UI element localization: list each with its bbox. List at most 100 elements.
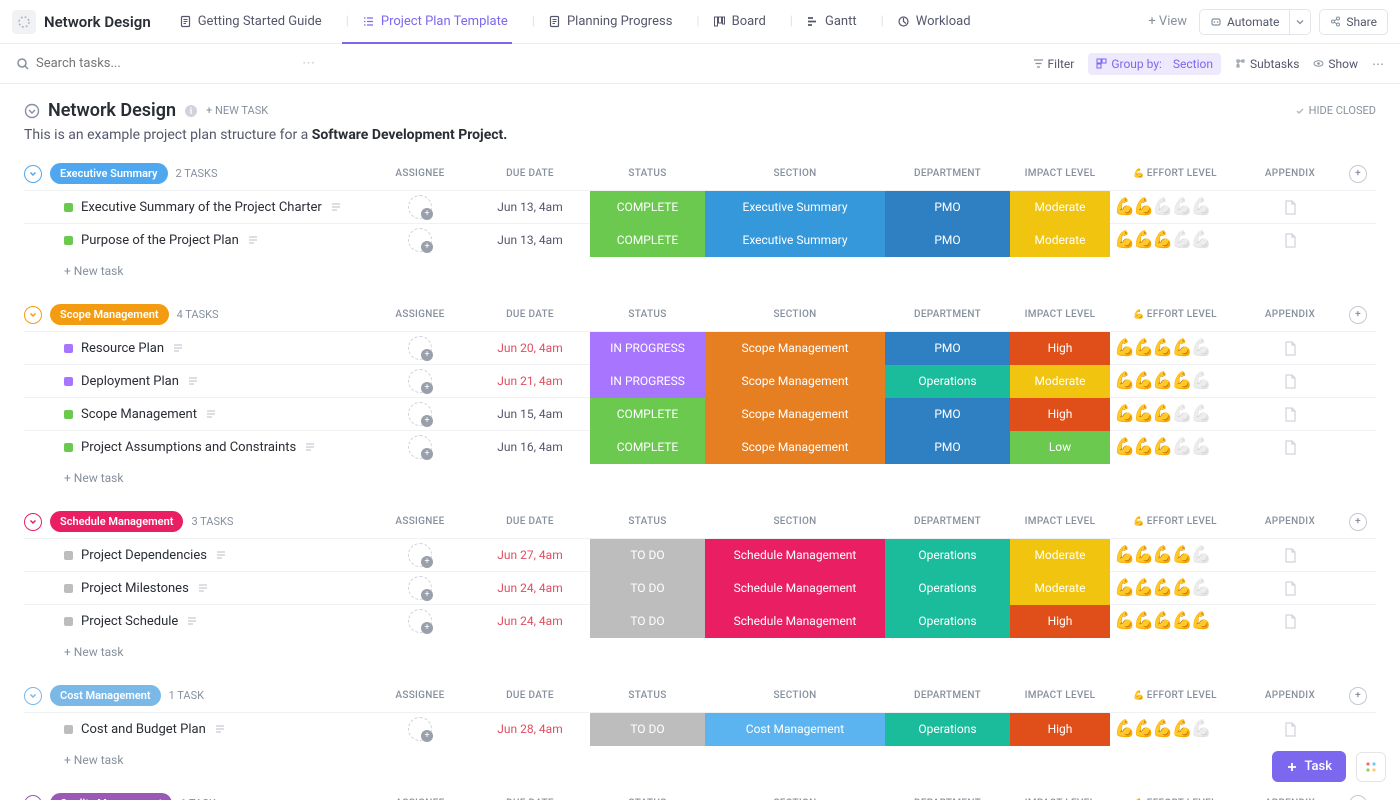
status-square-icon[interactable] bbox=[64, 617, 73, 626]
status-cell[interactable]: TO DO bbox=[590, 713, 705, 746]
add-column-button[interactable]: + bbox=[1349, 795, 1367, 800]
tab-planning-progress[interactable]: |Planning Progress bbox=[520, 0, 685, 44]
share-button[interactable]: Share bbox=[1319, 9, 1388, 35]
description-icon[interactable] bbox=[304, 441, 316, 453]
assignee-cell[interactable] bbox=[370, 539, 470, 572]
add-column-button[interactable]: + bbox=[1349, 165, 1367, 183]
section-badge[interactable]: Schedule Management bbox=[50, 511, 183, 532]
due-date-cell[interactable]: Jun 13, 4am bbox=[470, 224, 590, 257]
appendix-cell[interactable] bbox=[1240, 332, 1340, 365]
collapse-all-icon[interactable] bbox=[24, 103, 40, 119]
task-row[interactable]: Project Assumptions and ConstraintsJun 1… bbox=[24, 430, 1376, 463]
due-date-cell[interactable]: Jun 20, 4am bbox=[470, 332, 590, 365]
department-cell[interactable]: PMO bbox=[885, 224, 1010, 257]
task-row[interactable]: Deployment PlanJun 21, 4amIN PROGRESSSco… bbox=[24, 364, 1376, 397]
filter-button[interactable]: Filter bbox=[1033, 57, 1075, 71]
impact-cell[interactable]: High bbox=[1010, 605, 1110, 638]
impact-cell[interactable]: Moderate bbox=[1010, 572, 1110, 605]
impact-cell[interactable]: Moderate bbox=[1010, 224, 1110, 257]
tab-project-plan-template[interactable]: |Project Plan Template bbox=[334, 0, 520, 44]
new-task-button[interactable]: + New task bbox=[24, 745, 1376, 775]
task-row[interactable]: Purpose of the Project PlanJun 13, 4amCO… bbox=[24, 223, 1376, 256]
add-view-button[interactable]: + View bbox=[1136, 0, 1199, 44]
automate-dropdown[interactable] bbox=[1289, 9, 1311, 35]
description-icon[interactable] bbox=[187, 375, 199, 387]
assignee-cell[interactable] bbox=[370, 365, 470, 398]
status-square-icon[interactable] bbox=[64, 377, 73, 386]
department-cell[interactable]: Operations bbox=[885, 539, 1010, 572]
description-icon[interactable] bbox=[330, 201, 342, 213]
new-task-button[interactable]: + New task bbox=[24, 463, 1376, 493]
assignee-cell[interactable] bbox=[370, 431, 470, 464]
impact-cell[interactable]: Moderate bbox=[1010, 539, 1110, 572]
effort-cell[interactable]: 💪💪💪💪💪 bbox=[1110, 365, 1240, 398]
apps-fab[interactable] bbox=[1356, 752, 1386, 782]
show-button[interactable]: Show bbox=[1313, 57, 1358, 71]
tab-gantt[interactable]: |Gantt bbox=[778, 0, 869, 44]
due-date-cell[interactable]: Jun 21, 4am bbox=[470, 365, 590, 398]
due-date-cell[interactable]: Jun 24, 4am bbox=[470, 572, 590, 605]
description-icon[interactable] bbox=[214, 723, 226, 735]
appendix-cell[interactable] bbox=[1240, 539, 1340, 572]
new-task-button[interactable]: + New task bbox=[24, 256, 1376, 286]
appendix-cell[interactable] bbox=[1240, 713, 1340, 746]
status-square-icon[interactable] bbox=[64, 725, 73, 734]
status-square-icon[interactable] bbox=[64, 236, 73, 245]
section-badge[interactable]: Scope Management bbox=[50, 304, 169, 325]
new-task-fab[interactable]: Task bbox=[1272, 751, 1346, 782]
appendix-cell[interactable] bbox=[1240, 605, 1340, 638]
description-icon[interactable] bbox=[247, 234, 259, 246]
status-square-icon[interactable] bbox=[64, 551, 73, 560]
appendix-cell[interactable] bbox=[1240, 431, 1340, 464]
impact-cell[interactable]: High bbox=[1010, 398, 1110, 431]
task-row[interactable]: Resource PlanJun 20, 4amIN PROGRESSScope… bbox=[24, 331, 1376, 364]
section-cell[interactable]: Schedule Management bbox=[705, 605, 885, 638]
status-square-icon[interactable] bbox=[64, 584, 73, 593]
task-row[interactable]: Project MilestonesJun 24, 4amTO DOSchedu… bbox=[24, 571, 1376, 604]
department-cell[interactable]: PMO bbox=[885, 191, 1010, 224]
add-column-button[interactable]: + bbox=[1349, 687, 1367, 705]
hide-closed-button[interactable]: HIDE CLOSED bbox=[1295, 104, 1376, 117]
status-cell[interactable]: IN PROGRESS bbox=[590, 365, 705, 398]
status-cell[interactable]: COMPLETE bbox=[590, 191, 705, 224]
status-square-icon[interactable] bbox=[64, 443, 73, 452]
status-cell[interactable]: COMPLETE bbox=[590, 431, 705, 464]
section-cell[interactable]: Schedule Management bbox=[705, 539, 885, 572]
workspace-logo[interactable] bbox=[12, 10, 36, 34]
department-cell[interactable]: Operations bbox=[885, 713, 1010, 746]
due-date-cell[interactable]: Jun 16, 4am bbox=[470, 431, 590, 464]
search-input[interactable] bbox=[36, 56, 236, 71]
section-cell[interactable]: Schedule Management bbox=[705, 572, 885, 605]
department-cell[interactable]: PMO bbox=[885, 431, 1010, 464]
info-icon[interactable]: i bbox=[184, 104, 198, 118]
effort-cell[interactable]: 💪💪💪💪💪 bbox=[1110, 332, 1240, 365]
impact-cell[interactable]: High bbox=[1010, 332, 1110, 365]
collapse-section-button[interactable] bbox=[24, 687, 42, 705]
task-row[interactable]: Project DependenciesJun 27, 4amTO DOSche… bbox=[24, 538, 1376, 571]
collapse-section-button[interactable] bbox=[24, 165, 42, 183]
new-task-button[interactable]: + New task bbox=[24, 637, 1376, 667]
impact-cell[interactable]: Moderate bbox=[1010, 191, 1110, 224]
effort-cell[interactable]: 💪💪💪💪💪 bbox=[1110, 191, 1240, 224]
effort-cell[interactable]: 💪💪💪💪💪 bbox=[1110, 224, 1240, 257]
section-cell[interactable]: Scope Management bbox=[705, 431, 885, 464]
section-badge[interactable]: Quality Management bbox=[50, 793, 172, 800]
status-cell[interactable]: TO DO bbox=[590, 605, 705, 638]
due-date-cell[interactable]: Jun 27, 4am bbox=[470, 539, 590, 572]
effort-cell[interactable]: 💪💪💪💪💪 bbox=[1110, 539, 1240, 572]
tab-workload[interactable]: |Workload bbox=[869, 0, 983, 44]
status-cell[interactable]: TO DO bbox=[590, 572, 705, 605]
appendix-cell[interactable] bbox=[1240, 191, 1340, 224]
impact-cell[interactable]: Moderate bbox=[1010, 365, 1110, 398]
status-square-icon[interactable] bbox=[64, 203, 73, 212]
section-badge[interactable]: Cost Management bbox=[50, 685, 161, 706]
description-icon[interactable] bbox=[215, 549, 227, 561]
appendix-cell[interactable] bbox=[1240, 398, 1340, 431]
impact-cell[interactable]: High bbox=[1010, 713, 1110, 746]
task-row[interactable]: Executive Summary of the Project Charter… bbox=[24, 190, 1376, 223]
due-date-cell[interactable]: Jun 28, 4am bbox=[470, 713, 590, 746]
effort-cell[interactable]: 💪💪💪💪💪 bbox=[1110, 431, 1240, 464]
status-cell[interactable]: TO DO bbox=[590, 539, 705, 572]
section-cell[interactable]: Scope Management bbox=[705, 365, 885, 398]
due-date-cell[interactable]: Jun 24, 4am bbox=[470, 605, 590, 638]
